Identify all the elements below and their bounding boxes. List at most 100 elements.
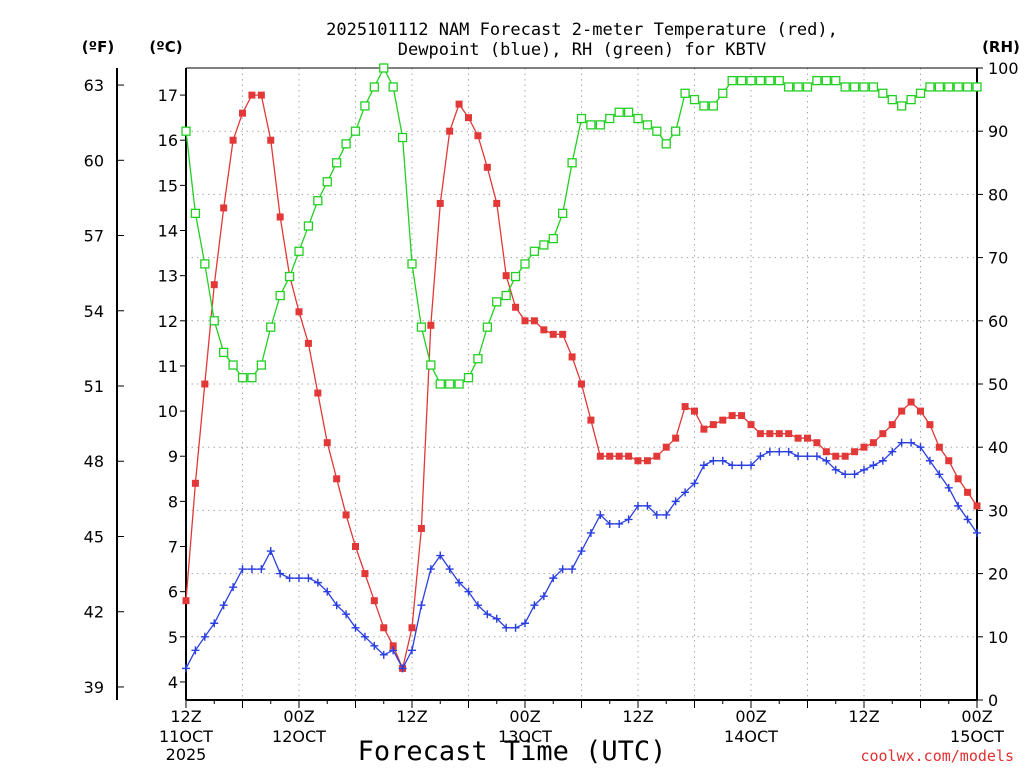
rh-point: [247, 373, 257, 383]
dewpoint-point: [925, 456, 934, 465]
temperature-point: [954, 475, 962, 483]
rh-point: [482, 322, 492, 332]
dewpoint-point: [455, 578, 464, 587]
rh-point: [953, 82, 963, 92]
rh-point: [313, 196, 323, 206]
rh-point: [934, 82, 944, 92]
rh-point: [633, 113, 643, 124]
rh-point: [736, 75, 747, 86]
celsius-unit-label: (ºC): [149, 38, 182, 56]
rh-point: [906, 94, 916, 105]
temperature-point: [794, 434, 802, 442]
rh-point: [473, 354, 483, 364]
dewpoint-point: [897, 438, 906, 447]
rh-point: [463, 373, 474, 383]
rh-point: [605, 113, 615, 124]
rh-point: [558, 208, 568, 219]
temperature-point: [304, 339, 312, 347]
dewpoint-point: [803, 452, 812, 461]
temperature-point: [465, 114, 472, 122]
rh-point: [435, 379, 445, 389]
rh-point: [501, 290, 511, 301]
rh-point: [586, 120, 596, 130]
dewpoint-point: [860, 465, 868, 474]
dewpoint-point: [935, 470, 944, 479]
temperature-point: [728, 412, 736, 420]
fahrenheit-tick-label: 63: [84, 76, 104, 95]
rh-point: [275, 290, 285, 301]
temperature-point: [380, 624, 388, 632]
fahrenheit-tick-label: 51: [84, 377, 104, 396]
rh-point: [510, 271, 521, 282]
rh-point: [925, 82, 935, 92]
dewpoint-point: [794, 452, 803, 461]
rh-point: [341, 139, 351, 149]
rh-point: [699, 101, 709, 111]
dewpoint-point: [775, 447, 784, 456]
celsius-tick-label: 7: [168, 538, 178, 557]
dewpoint-point: [473, 601, 482, 610]
dewpoint-point: [492, 614, 501, 623]
dewpoint-point: [521, 619, 529, 628]
temperature-point: [596, 452, 604, 460]
rh-unit-label: (RH): [982, 38, 1020, 56]
temperature-point: [888, 421, 896, 429]
dewpoint-point: [699, 461, 708, 470]
rh-point: [671, 126, 681, 136]
temperature-point: [314, 389, 322, 397]
temperature-point: [917, 407, 924, 415]
celsius-tick-label: 4: [168, 673, 178, 692]
temperature-point: [841, 452, 849, 460]
fahrenheit-tick-label: 54: [84, 302, 104, 321]
dewpoint-point: [238, 565, 247, 574]
rh-point: [642, 120, 653, 130]
rh-point: [915, 88, 926, 98]
rh-point: [821, 75, 831, 86]
dewpoint-point: [370, 641, 379, 650]
temperature-point: [766, 430, 774, 438]
rh-point: [350, 126, 361, 136]
temperature-point: [361, 570, 369, 578]
rh-point: [708, 101, 718, 111]
temperature-point: [606, 452, 614, 460]
dewpoint-point: [182, 664, 190, 673]
fahrenheit-unit-label: (ºF): [82, 38, 114, 56]
rh-point: [209, 316, 219, 326]
rh-series: [181, 63, 982, 389]
temperature-point: [229, 136, 237, 144]
dewpoint-point: [605, 519, 614, 528]
rh-point: [529, 246, 540, 256]
rh-point: [661, 139, 671, 149]
temperature-point: [964, 488, 972, 496]
dewpoint-point: [822, 456, 831, 465]
fahrenheit-tick-label: 48: [84, 452, 104, 471]
temperature-point: [267, 136, 275, 144]
temperature-point: [352, 543, 359, 551]
temperature-point: [935, 443, 943, 451]
temperature-point: [521, 317, 529, 325]
dewpoint-point: [784, 447, 793, 456]
temperature-series: [182, 91, 981, 672]
celsius-tick-label: 13: [158, 267, 178, 286]
dewpoint-point: [869, 461, 878, 470]
dewpoint-point: [323, 587, 332, 596]
dewpoint-point: [662, 510, 671, 519]
dewpoint-point: [464, 587, 473, 596]
temperature-point: [691, 407, 698, 415]
dewpoint-point: [219, 601, 228, 610]
temperature-point: [672, 434, 680, 442]
chart-title-line1: 2025101112 NAM Forecast 2-meter Temperat…: [326, 20, 838, 40]
temperature-point: [625, 452, 633, 460]
rh-point: [859, 82, 869, 92]
dewpoint-point: [888, 447, 897, 456]
rh-tick-label: 50: [988, 375, 1008, 394]
dewpoint-point: [511, 623, 520, 632]
dewpoint-point: [436, 551, 445, 560]
temperature-point: [756, 430, 764, 438]
rh-point: [831, 75, 841, 86]
rh-point: [219, 347, 229, 358]
celsius-tick-label: 5: [168, 628, 178, 647]
temperature-point: [587, 416, 595, 424]
dewpoint-point: [916, 443, 925, 452]
rh-point: [614, 107, 624, 117]
